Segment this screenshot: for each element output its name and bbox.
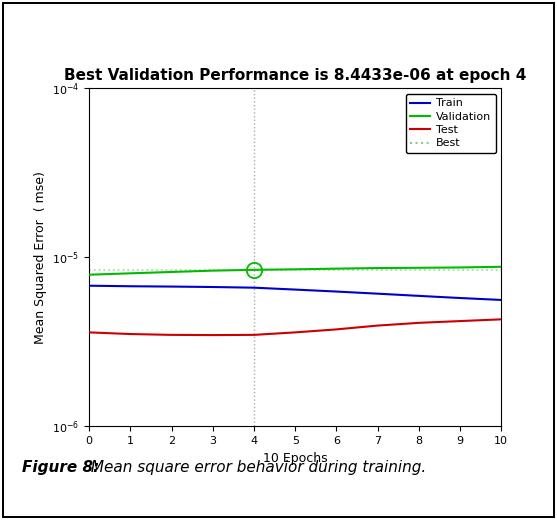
Validation — [374, 265, 381, 271]
Test — [498, 316, 505, 322]
Test — [333, 326, 340, 332]
Test — [292, 329, 299, 335]
X-axis label: 10 Epochs: 10 Epochs — [263, 452, 328, 465]
Train — [209, 284, 216, 290]
Train — [251, 284, 257, 291]
Train — [333, 289, 340, 295]
Test — [416, 320, 422, 326]
Train — [292, 287, 299, 293]
Validation — [86, 271, 92, 278]
Title: Best Validation Performance is 8.4433e-06 at epoch 4: Best Validation Performance is 8.4433e-0… — [64, 68, 526, 83]
Legend: Train, Validation, Test, Best: Train, Validation, Test, Best — [406, 94, 496, 153]
Text: Mean square error behavior during training.: Mean square error behavior during traini… — [86, 460, 427, 475]
Validation — [292, 266, 299, 272]
Test — [374, 322, 381, 329]
Test — [251, 332, 257, 338]
Y-axis label: Mean Squared Error  ( mse): Mean Squared Error ( mse) — [33, 171, 46, 344]
Validation — [168, 269, 175, 275]
Validation — [209, 267, 216, 274]
Test — [209, 332, 216, 338]
Line: Test: Test — [89, 319, 501, 335]
Validation — [127, 270, 134, 277]
Train — [457, 295, 463, 301]
Text: Figure 8:: Figure 8: — [22, 460, 100, 475]
Line: Train: Train — [89, 285, 501, 300]
Train — [416, 293, 422, 299]
Test — [127, 331, 134, 337]
Validation — [498, 264, 505, 270]
Test — [457, 318, 463, 324]
Test — [168, 332, 175, 338]
Validation — [416, 265, 422, 271]
Validation — [333, 266, 340, 272]
Train — [127, 283, 134, 289]
Train — [498, 297, 505, 303]
Validation — [457, 264, 463, 270]
Train — [168, 283, 175, 290]
Line: Validation: Validation — [89, 267, 501, 275]
Train — [86, 282, 92, 289]
Train — [374, 291, 381, 297]
Test — [86, 329, 92, 335]
Validation — [251, 267, 257, 273]
